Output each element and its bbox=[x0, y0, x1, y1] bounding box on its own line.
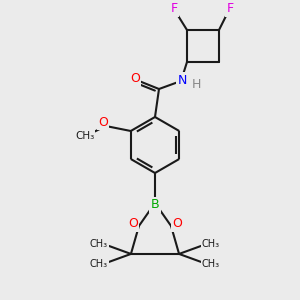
Text: CH₃: CH₃ bbox=[90, 259, 108, 269]
Text: O: O bbox=[172, 218, 182, 230]
Text: CH₃: CH₃ bbox=[202, 239, 220, 249]
Text: CH₃: CH₃ bbox=[75, 131, 94, 141]
Text: CH₃: CH₃ bbox=[90, 239, 108, 249]
Text: O: O bbox=[98, 116, 108, 128]
Text: B: B bbox=[151, 199, 159, 212]
Text: N: N bbox=[177, 74, 187, 86]
Text: O: O bbox=[130, 73, 140, 85]
Text: F: F bbox=[226, 2, 234, 16]
Text: F: F bbox=[170, 2, 178, 16]
Text: O: O bbox=[128, 218, 138, 230]
Text: H: H bbox=[191, 77, 201, 91]
Text: CH₃: CH₃ bbox=[202, 259, 220, 269]
